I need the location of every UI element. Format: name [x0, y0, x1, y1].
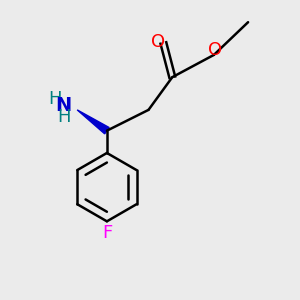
Text: H: H	[57, 108, 70, 126]
Text: O: O	[151, 32, 165, 50]
Text: O: O	[208, 41, 223, 59]
Text: N: N	[56, 96, 72, 115]
Text: F: F	[102, 224, 112, 242]
Polygon shape	[77, 110, 109, 134]
Text: H: H	[49, 90, 62, 108]
